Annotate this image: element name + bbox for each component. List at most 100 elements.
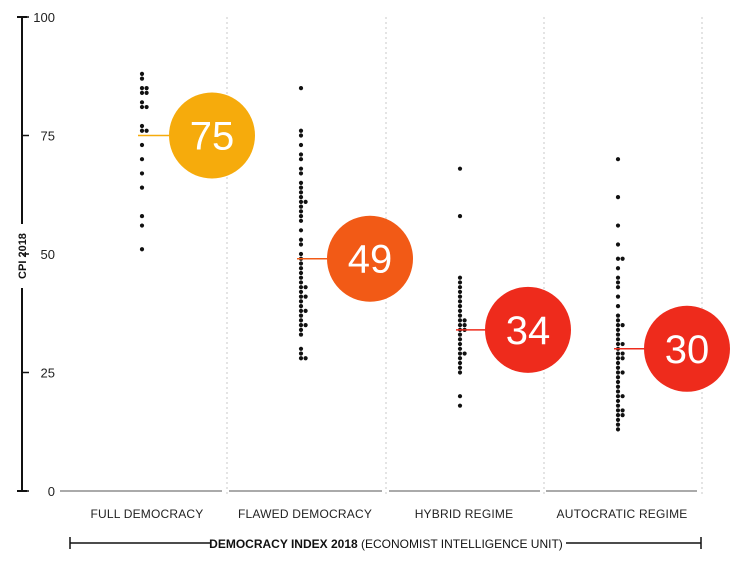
data-point: [139, 157, 145, 162]
data-point: [615, 413, 621, 418]
data-point: [139, 86, 145, 91]
data-point: [615, 195, 621, 200]
data-point: [298, 280, 304, 285]
data-point: [144, 86, 149, 91]
data-point: [620, 408, 625, 413]
average-bubble: [644, 305, 730, 392]
data-point: [298, 294, 304, 299]
data-point: [457, 346, 463, 351]
y-ticks: 0 25 50 75 100: [22, 10, 55, 499]
data-point: [620, 256, 625, 261]
data-point: [457, 360, 463, 366]
data-point: [298, 86, 304, 91]
data-point: [139, 128, 145, 133]
data-point: [615, 360, 621, 366]
data-point: [615, 223, 621, 228]
data-point: [298, 142, 304, 148]
data-point: [298, 171, 304, 176]
data-point: [457, 294, 463, 299]
y-tick-label: 75: [41, 129, 55, 144]
data-point: [457, 351, 463, 356]
data-point: [303, 285, 308, 290]
data-point: [457, 280, 463, 285]
data-point: [303, 294, 308, 299]
data-point: [298, 299, 304, 304]
y-axis-label: CPI 2018: [17, 233, 29, 279]
data-point: [615, 379, 621, 385]
data-point: [615, 422, 621, 427]
data-point: [615, 398, 621, 404]
data-point: [139, 100, 145, 105]
data-point: [298, 185, 304, 190]
data-point: [139, 247, 145, 252]
data-point: [620, 370, 625, 375]
average-value-label: 75: [190, 115, 235, 159]
category-label: AUTOCRATIC REGIME: [557, 507, 688, 521]
data-point: [457, 285, 463, 290]
data-point: [615, 280, 621, 285]
data-point: [457, 394, 463, 399]
data-point: [457, 337, 463, 342]
data-point: [298, 133, 304, 138]
data-point: [457, 166, 463, 171]
data-point: [298, 304, 304, 309]
data-point: [462, 351, 467, 356]
data-point: [615, 370, 621, 375]
data-point: [139, 223, 145, 228]
data-point: [144, 104, 149, 110]
data-point: [457, 356, 463, 361]
data-point: [457, 289, 463, 295]
average-markers: 75 49 34 30: [138, 92, 730, 392]
x-axis-title-rest: (ECONOMIST INTELLIGENCE UNIT): [358, 537, 563, 551]
data-point: [298, 346, 304, 351]
data-point: [615, 337, 621, 342]
data-point: [298, 332, 304, 337]
data-point: [298, 157, 304, 162]
data-point: [615, 417, 621, 422]
data-point: [615, 285, 621, 290]
data-point: [298, 213, 304, 219]
data-point: [615, 389, 621, 394]
average-value-label: 49: [348, 238, 393, 282]
data-point: [298, 218, 304, 223]
data-point: [298, 275, 304, 280]
data-point: [457, 308, 463, 313]
y-axis-label-gap: [14, 224, 30, 288]
data-point: [139, 71, 145, 76]
data-point: [139, 213, 145, 219]
data-point: [298, 242, 304, 247]
data-point: [298, 313, 304, 318]
data-point: [615, 408, 621, 413]
data-point: [615, 365, 621, 370]
data-point: [303, 323, 308, 328]
data-point: [298, 128, 304, 133]
data-point: [298, 318, 304, 323]
data-point: [457, 323, 463, 328]
data-point: [298, 266, 304, 271]
data-point: [457, 275, 463, 280]
data-point: [298, 209, 304, 214]
data-point: [139, 76, 145, 81]
data-point: [298, 195, 304, 200]
data-point: [615, 266, 621, 271]
average-value-label: 34: [506, 309, 551, 353]
data-point: [615, 427, 621, 432]
y-tick-label: 100: [33, 10, 55, 25]
data-point: [457, 304, 463, 309]
y-tick-label: 0: [48, 484, 55, 499]
data-point: [615, 384, 621, 389]
data-point: [620, 351, 625, 356]
data-point: [298, 204, 304, 209]
average-value-label: 30: [665, 328, 710, 372]
data-point: [298, 228, 304, 233]
data-point: [620, 341, 625, 347]
data-point: [457, 299, 463, 304]
data-point: [298, 289, 304, 295]
data-point: [615, 242, 621, 247]
data-point: [139, 185, 145, 190]
data-point: [615, 332, 621, 337]
y-tick-label: 50: [41, 247, 55, 262]
y-tick-label: 25: [41, 366, 55, 381]
data-point: [298, 261, 304, 266]
